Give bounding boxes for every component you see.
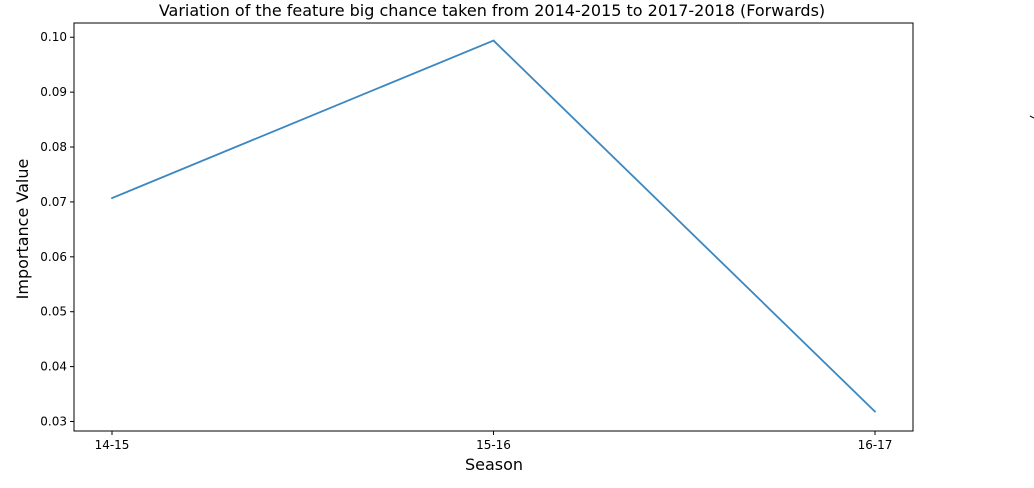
y-axis-label: Importance Value — [13, 159, 32, 300]
chart-title: Variation of the feature big chance take… — [159, 1, 825, 20]
y-tick-label: 0.06 — [40, 250, 67, 264]
y-tick-label: 0.09 — [40, 85, 67, 99]
x-tick-label: 16-17 — [858, 438, 893, 452]
y-tick-label: 0.05 — [40, 305, 67, 319]
y-tick-label: 0.08 — [40, 140, 67, 154]
y-axis: 0.03 0.04 0.05 0.06 0.07 0.08 0.09 0.10 — [40, 30, 74, 428]
series-line — [112, 41, 875, 412]
data-point — [111, 197, 113, 199]
data-point — [493, 40, 495, 42]
series-group — [111, 40, 876, 413]
cropped-edge-mark — [1030, 116, 1034, 118]
y-tick-label: 0.04 — [40, 360, 67, 374]
y-tick-label: 0.03 — [40, 415, 67, 429]
x-tick-label: 15-16 — [476, 438, 511, 452]
plot-frame — [74, 23, 913, 431]
x-axis-label: Season — [465, 455, 523, 474]
x-tick-label: 14-15 — [95, 438, 130, 452]
y-tick-label: 0.07 — [40, 195, 67, 209]
x-axis: 14-15 15-16 16-17 — [95, 431, 893, 452]
data-point — [874, 411, 876, 413]
y-tick-label: 0.10 — [40, 30, 67, 44]
